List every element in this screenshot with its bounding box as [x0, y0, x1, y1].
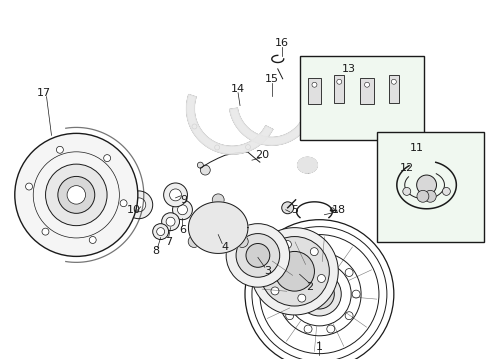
Circle shape [169, 189, 181, 201]
Circle shape [124, 191, 152, 219]
Circle shape [250, 228, 338, 315]
Circle shape [326, 255, 334, 263]
Circle shape [42, 228, 49, 235]
Circle shape [304, 325, 311, 333]
Text: 13: 13 [342, 64, 355, 74]
Text: 10: 10 [126, 205, 141, 215]
Circle shape [236, 235, 248, 247]
Circle shape [424, 190, 435, 202]
Circle shape [351, 290, 359, 298]
Polygon shape [229, 103, 314, 145]
Text: 16: 16 [274, 38, 288, 48]
Text: 4: 4 [221, 243, 228, 252]
Text: 5: 5 [290, 205, 298, 215]
Circle shape [166, 217, 175, 226]
Text: 15: 15 [264, 74, 278, 84]
Circle shape [304, 255, 311, 263]
Circle shape [152, 224, 168, 239]
Text: 11: 11 [409, 143, 423, 153]
Bar [299, 56, 423, 140]
Circle shape [163, 183, 187, 207]
Circle shape [390, 79, 395, 84]
Circle shape [263, 260, 271, 268]
Circle shape [103, 155, 110, 162]
Circle shape [25, 183, 33, 190]
Circle shape [156, 228, 164, 235]
Circle shape [212, 194, 224, 206]
Text: 1: 1 [315, 342, 322, 352]
Text: 20: 20 [254, 150, 268, 160]
Polygon shape [186, 94, 272, 154]
Circle shape [281, 202, 293, 214]
Circle shape [364, 82, 369, 87]
Circle shape [15, 133, 138, 256]
Circle shape [197, 162, 203, 168]
Circle shape [132, 198, 145, 212]
Bar [307, 78, 321, 104]
Circle shape [304, 279, 334, 309]
Circle shape [274, 251, 314, 291]
Text: 14: 14 [230, 84, 244, 94]
Circle shape [416, 190, 428, 202]
Circle shape [416, 175, 436, 195]
Circle shape [442, 188, 449, 195]
Circle shape [310, 248, 318, 256]
Text: 17: 17 [37, 88, 51, 98]
Circle shape [297, 294, 305, 302]
Circle shape [192, 124, 197, 129]
Circle shape [236, 234, 279, 277]
Circle shape [45, 164, 107, 226]
Text: 3: 3 [264, 266, 271, 276]
Circle shape [311, 82, 316, 87]
Circle shape [202, 212, 234, 243]
Bar [376, 132, 483, 242]
Text: 2: 2 [305, 282, 312, 292]
Circle shape [200, 165, 210, 175]
Bar [359, 78, 373, 104]
Circle shape [188, 235, 200, 247]
Circle shape [297, 272, 341, 316]
Circle shape [177, 205, 187, 215]
Circle shape [162, 213, 179, 231]
Text: 18: 18 [331, 205, 346, 215]
Text: 6: 6 [179, 225, 185, 235]
Circle shape [67, 186, 85, 204]
Circle shape [58, 176, 95, 213]
Bar [334, 75, 344, 103]
Circle shape [89, 237, 96, 243]
Circle shape [120, 200, 127, 207]
Bar [388, 75, 398, 103]
Circle shape [345, 312, 352, 320]
Circle shape [283, 240, 291, 248]
Text: 8: 8 [152, 247, 159, 256]
Circle shape [56, 146, 63, 153]
Circle shape [330, 208, 334, 212]
Polygon shape [188, 202, 247, 253]
Circle shape [259, 237, 328, 306]
Text: 12: 12 [399, 163, 413, 173]
Circle shape [317, 275, 325, 283]
Circle shape [210, 220, 225, 235]
Circle shape [245, 243, 269, 267]
Circle shape [225, 224, 289, 287]
Text: 9: 9 [180, 195, 186, 205]
Circle shape [245, 145, 250, 149]
Circle shape [270, 287, 278, 295]
Circle shape [214, 145, 219, 150]
Circle shape [326, 325, 334, 333]
Circle shape [278, 290, 286, 298]
Circle shape [345, 269, 352, 276]
Circle shape [285, 312, 293, 320]
Circle shape [336, 79, 341, 84]
Circle shape [402, 188, 410, 195]
Circle shape [172, 200, 192, 220]
Text: 7: 7 [164, 237, 172, 247]
Text: 19: 19 [302, 160, 316, 170]
Circle shape [285, 269, 293, 276]
Polygon shape [297, 157, 317, 173]
